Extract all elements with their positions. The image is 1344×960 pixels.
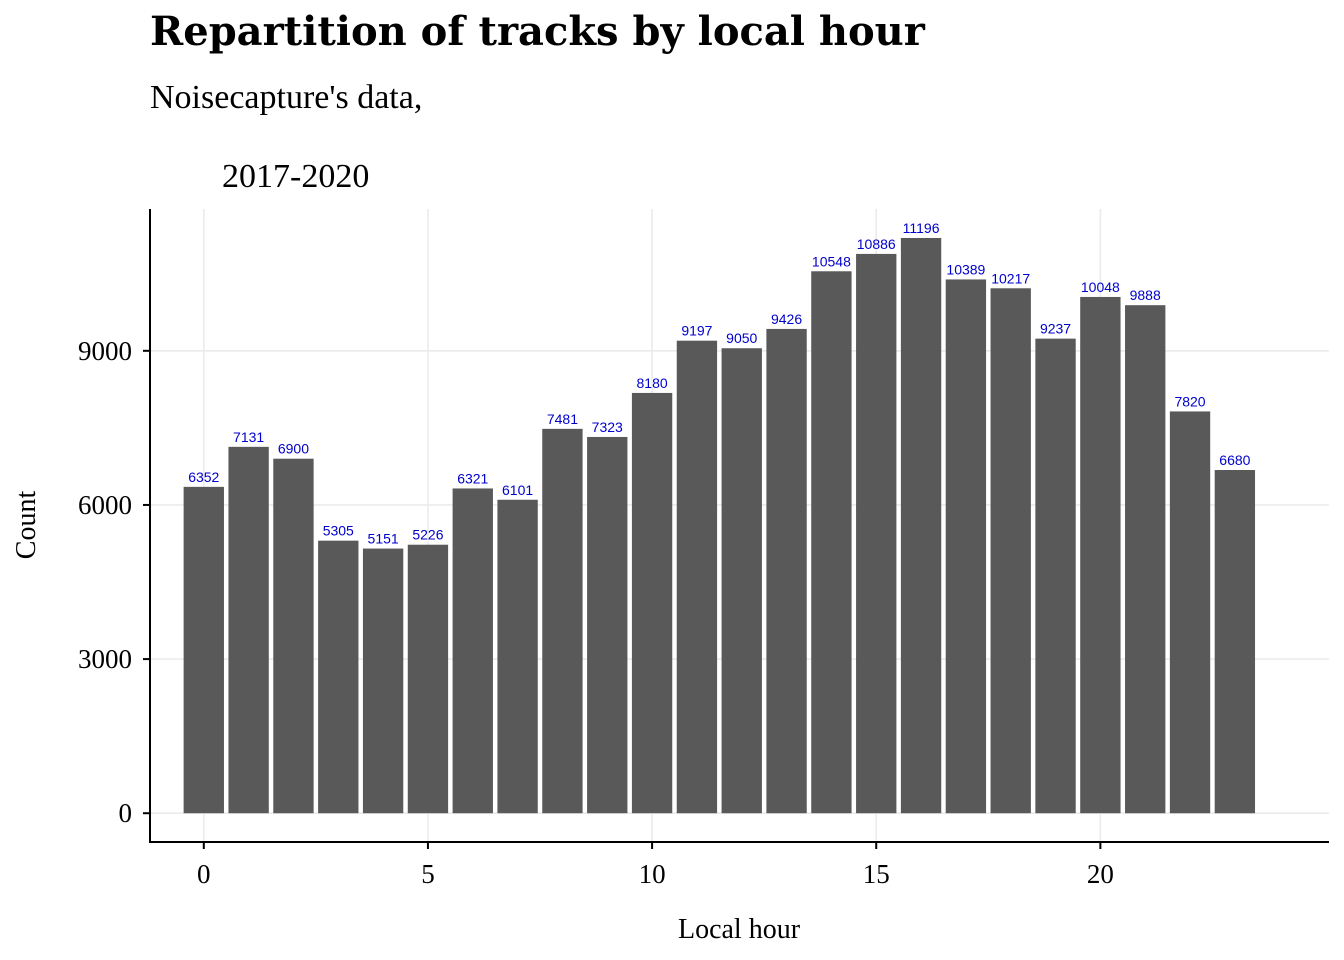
bar <box>945 279 987 814</box>
bar <box>990 288 1031 814</box>
chart-title: Repartition of tracks by local hour <box>150 8 926 55</box>
bar <box>1125 305 1166 814</box>
bar <box>676 340 718 814</box>
bar <box>811 271 852 814</box>
data-label: 6900 <box>278 441 309 457</box>
data-label: 10217 <box>991 270 1030 286</box>
bars <box>183 237 1256 814</box>
x-tick-label: 5 <box>421 859 435 889</box>
bar <box>1169 411 1211 814</box>
data-label: 7323 <box>592 419 623 435</box>
data-label: 11196 <box>903 220 940 236</box>
data-label: 6321 <box>457 470 488 486</box>
x-tick-label: 15 <box>863 859 890 889</box>
data-label: 9237 <box>1040 321 1071 337</box>
data-label: 10548 <box>812 253 851 269</box>
bar <box>721 348 762 814</box>
data-label: 9050 <box>726 330 757 346</box>
bar <box>1214 470 1256 814</box>
bar <box>856 253 897 814</box>
data-label: 10389 <box>946 261 985 277</box>
y-tick-label: 0 <box>119 798 133 828</box>
bar <box>183 486 224 814</box>
bar <box>900 237 942 814</box>
y-tick-label: 3000 <box>78 644 132 674</box>
bar <box>542 428 583 814</box>
chart-subtitle-line2: 2017-2020 <box>222 158 369 195</box>
bar <box>318 540 359 814</box>
y-ticks: 0 3000 6000 9000 <box>78 336 150 828</box>
x-tick-label: 0 <box>197 859 211 889</box>
bar <box>1080 296 1121 814</box>
data-label: 9197 <box>681 323 712 339</box>
data-label: 9888 <box>1130 287 1161 303</box>
y-tick-label: 9000 <box>78 336 132 366</box>
data-label: 7820 <box>1174 393 1205 409</box>
x-tick-label: 10 <box>639 859 666 889</box>
data-label: 8180 <box>637 375 668 391</box>
data-label: 6101 <box>502 482 533 498</box>
bar <box>497 499 538 814</box>
data-label: 5151 <box>368 531 399 547</box>
y-tick-label: 6000 <box>78 490 132 520</box>
bar <box>1035 338 1076 814</box>
x-ticks: 0 5 10 15 20 <box>197 842 1114 889</box>
x-tick-label: 20 <box>1087 859 1114 889</box>
data-label: 7131 <box>233 429 264 445</box>
bar <box>228 446 269 814</box>
bar <box>587 436 628 814</box>
bar <box>362 548 404 814</box>
bar <box>452 488 493 814</box>
data-label: 7481 <box>547 411 578 427</box>
bar <box>407 544 449 814</box>
data-labels: 6352 7131 6900 5305 5151 5226 6321 6101 7481 7323… <box>188 220 1250 547</box>
data-label: 10886 <box>857 236 896 252</box>
data-label: 9426 <box>771 311 802 327</box>
y-axis-label: Count <box>11 491 42 560</box>
data-label: 5226 <box>412 527 443 543</box>
bar <box>766 328 807 814</box>
x-axis-label: Local hour <box>678 914 801 945</box>
data-label: 6352 <box>188 469 219 485</box>
data-label: 6680 <box>1219 452 1250 468</box>
bar <box>273 458 314 814</box>
bar <box>631 392 673 814</box>
data-label: 10048 <box>1081 279 1120 295</box>
chart-subtitle-line1: Noisecapture's data, <box>150 79 422 116</box>
data-label: 5305 <box>323 523 354 539</box>
